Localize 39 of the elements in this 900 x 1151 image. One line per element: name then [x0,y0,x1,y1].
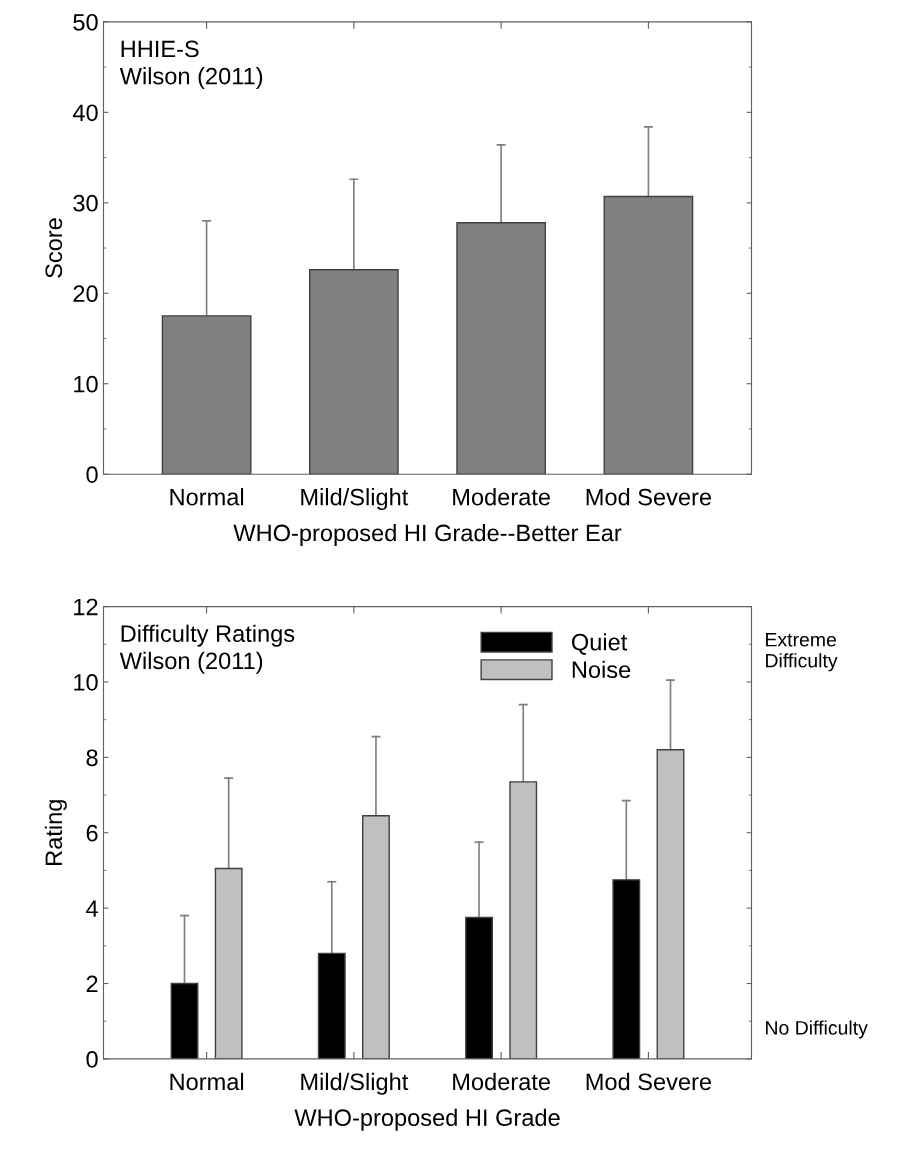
y-tick-label: 12 [74,598,98,616]
y-tick-label: 40 [72,104,98,122]
y-tick-label: 0 [86,1050,98,1068]
y-tick-label: 6 [86,824,98,842]
legend-label: Noise [572,660,631,679]
y-tick-label: 0 [86,466,98,483]
x-axis-title: WHO-proposed HI Grade [294,1108,560,1131]
x-axis-title: WHO-proposed HI Grade--Better Ear [233,524,622,547]
y-axis-title: Rating [44,800,67,865]
bar [612,879,641,1059]
x-tick-label: Mod Severe [586,1072,712,1091]
x-tick-label: Mild/Slight [301,488,409,511]
y-tick-label: 10 [74,375,98,393]
y-tick-label: 4 [86,900,98,917]
bar [465,916,493,1059]
bar [170,982,199,1059]
y-tick-label: 2 [86,975,98,993]
x-tick-label: Mild/Slight [301,1072,409,1095]
y-axis-title: Score [45,218,63,278]
text: Difficulty Ratings Wilson (2011) [119,624,295,674]
x-tick-label: Moderate [453,488,550,506]
x-tick-label: Moderate [453,1072,550,1091]
text: Extreme Difficulty [766,632,838,672]
bar [509,781,538,1059]
y-tick-label: 50 [73,13,98,31]
x-tick-label: Normal [170,1072,244,1091]
text: HHIE-S Wilson (2011) [119,40,263,90]
bar [656,749,685,1059]
y-tick-label: 30 [73,194,98,212]
x-tick-label: Normal [170,488,244,506]
legend-label: Quiet [571,633,628,655]
bar [214,867,243,1059]
text: No Difficulty [766,1020,868,1039]
x-tick-label: Mod Severe [586,488,712,506]
bar [362,815,390,1059]
y-tick-label: 10 [74,674,98,691]
bar [317,952,346,1059]
y-tick-label: 20 [73,285,98,303]
y-tick-label: 8 [86,749,98,767]
